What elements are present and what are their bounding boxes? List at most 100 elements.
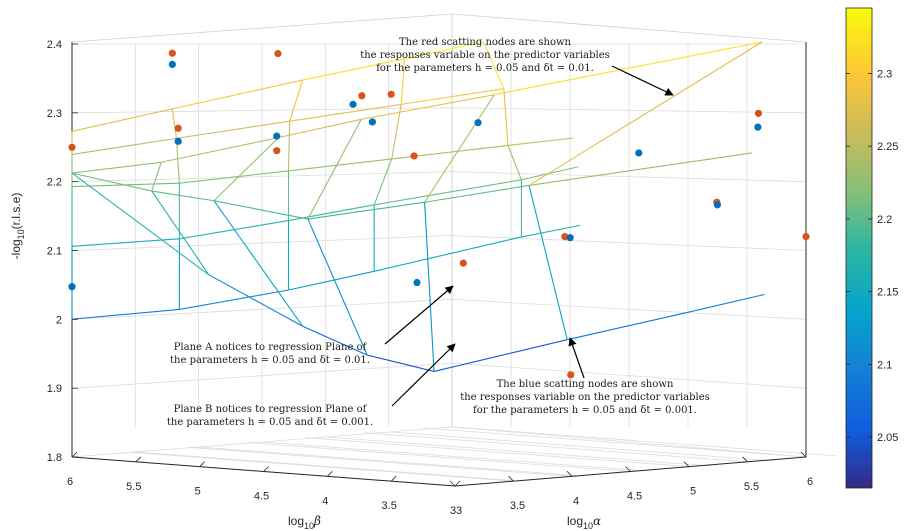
z-tick-label-0: 2.4 xyxy=(47,39,62,51)
plane-a-row-3-seg-3 xyxy=(374,179,522,206)
red-point-13 xyxy=(802,232,810,241)
plane-b-row-1-seg-1 xyxy=(151,190,215,202)
beta-axis-ticks: 6 5.5 5 4.5 4 3.5 3 xyxy=(67,451,461,517)
blue-note-line-0: The blue scatting nodes are shown xyxy=(497,379,674,390)
beta-tick-label-3: 4.5 xyxy=(254,491,269,503)
floor-grid-b-6 xyxy=(422,427,807,458)
plane-a-note: Plane A notices to regression Plane of th… xyxy=(170,285,454,366)
plane-b-note-line-1: the parameters h = 0.05 and δt = 0.001. xyxy=(167,417,373,428)
colorbar: 2.3 2.25 2.2 2.15 2.1 2.05 xyxy=(845,7,898,489)
red-point-3 xyxy=(274,49,282,58)
plane-b-col-4-seg-0 xyxy=(424,94,495,203)
red-note-arrow xyxy=(611,65,674,96)
red-point-6 xyxy=(387,90,395,98)
red-note: The red scatting nodes are shown the resp… xyxy=(360,37,674,96)
plane-b-note-line-0: Plane B notices to regression Plane of xyxy=(174,404,368,415)
red-note-line-2: for the parameters h = 0.05 and δt = 0.0… xyxy=(376,63,594,74)
z-axis-label: -log10(r.l.s.e) xyxy=(9,193,26,260)
floor-grid-a-3 xyxy=(263,441,647,472)
plane-a-col-4-seg-1 xyxy=(503,88,509,146)
plane-b-row-0-seg-0 xyxy=(71,161,162,174)
plane-b-row-0-seg-2 xyxy=(278,118,362,139)
blue-point-10 xyxy=(713,201,722,209)
beta-tick-label-6: 3 xyxy=(450,505,456,517)
plane-a-row-0-seg-1 xyxy=(172,79,303,110)
plane-b-row-2-seg-6 xyxy=(685,293,765,314)
plane-b-row-2-seg-4 xyxy=(433,339,568,372)
blue-point-11 xyxy=(754,123,762,131)
plane-a-row-2-seg-3 xyxy=(391,144,509,160)
plane-b-row-1-seg-5 xyxy=(528,152,753,186)
plane-b-row-2-seg-0 xyxy=(71,172,210,276)
plane-a xyxy=(71,41,581,320)
colorbar-tick-label-4: 2.1 xyxy=(877,359,892,371)
plane-a-row-4-seg-0 xyxy=(71,308,180,320)
colorbar-tick-label-3: 2.15 xyxy=(877,287,898,299)
plane-a-row-0-seg-2 xyxy=(302,58,405,81)
plane-b-row-1-seg-4 xyxy=(424,184,530,203)
alpha-tick-label-2: 4 xyxy=(573,495,579,507)
alpha-axis-ticks: 3 3.5 4 4.5 5 5.5 6 xyxy=(449,451,813,517)
plane-a-row-1-seg-3 xyxy=(401,88,504,105)
plane-a-row-4-seg-4 xyxy=(521,224,581,238)
red-note-line-1: the responses variable on the predictor … xyxy=(360,50,610,61)
plane-a-col-3-seg-1 xyxy=(391,104,402,159)
floor-grid-b-4 xyxy=(305,437,690,468)
blue-note-line-2: for the parameters h = 0.05 and δt = 0.0… xyxy=(473,405,697,416)
alpha-tick-mark-5 xyxy=(742,456,748,463)
z-tick-label-5: 1.9 xyxy=(47,383,62,395)
z-tick-label-4: 2 xyxy=(56,314,62,326)
alpha-tick-label-5: 5.5 xyxy=(744,481,759,493)
colorbar-tick-label-5: 2.05 xyxy=(877,432,898,444)
plane-b-row-2-seg-3 xyxy=(366,354,435,372)
beta-tick-mark-2 xyxy=(199,461,205,467)
blue-point-3 xyxy=(273,132,281,140)
colorbar-tick-label-0: 2.3 xyxy=(877,68,892,80)
plane-a-row-0-seg-3 xyxy=(404,41,484,60)
plane-a-row-4-seg-3 xyxy=(374,236,522,272)
plane-b-col-5-seg-1 xyxy=(528,185,568,340)
plane-a-row-4-seg-1 xyxy=(179,289,289,310)
z-tick-label-1: 2.3 xyxy=(47,108,62,120)
plane-a-col-2-seg-1 xyxy=(287,121,291,171)
plane-a-note-line-1: the parameters h = 0.05 and δt = 0.01. xyxy=(170,355,370,366)
plane-a-col-4-seg-0 xyxy=(482,41,505,89)
plane-a-col-4-seg-2 xyxy=(507,145,522,181)
plane-a-col-1-seg-0 xyxy=(171,108,177,139)
floor-grid-b-2 xyxy=(188,446,573,477)
axes-edge-top-right xyxy=(451,13,807,43)
alpha-tick-label-0: 3 xyxy=(456,505,462,517)
plane-a-row-1-seg-1 xyxy=(176,120,290,139)
plane-a-row-3-seg-0 xyxy=(71,238,180,247)
red-point-12 xyxy=(754,109,763,117)
beta-axis-label: log10β xyxy=(288,514,321,531)
blue-point-0 xyxy=(68,283,76,291)
alpha-tick-mark-2 xyxy=(566,471,573,477)
beta-tick-label-4: 4 xyxy=(322,495,328,507)
alpha-tick-label-6: 6 xyxy=(807,476,813,488)
red-point-1 xyxy=(168,49,176,57)
floor-grid-a-2 xyxy=(199,446,583,477)
plane-b-row-1-seg-3 xyxy=(307,201,425,220)
plane-b-row-0-seg-1 xyxy=(161,137,279,163)
back-grid-right-6 xyxy=(451,426,807,458)
plane-a-note-line-0: Plane A notices to regression Plane of xyxy=(174,342,368,353)
blue-note-line-1: the responses variable on the predictor … xyxy=(460,392,710,403)
beta-tick-mark-4 xyxy=(327,471,333,477)
blue-note-arrow xyxy=(568,337,585,379)
beta-tick-label-5: 3.5 xyxy=(382,500,397,512)
alpha-tick-label-4: 5 xyxy=(690,486,696,498)
red-point-5 xyxy=(358,92,366,100)
blue-point-2 xyxy=(174,137,182,145)
plane-b-row-2-seg-5 xyxy=(567,312,686,341)
blue-note: The blue scatting nodes are shown the res… xyxy=(460,337,710,416)
plane-a-col-2-seg-0 xyxy=(289,79,304,122)
beta-tick-mark-3 xyxy=(263,466,269,472)
red-point-8 xyxy=(459,259,467,267)
floor-grid-b-5 xyxy=(364,432,748,463)
beta-tick-label-2: 5 xyxy=(195,486,201,498)
plane-b-row-1-seg-2 xyxy=(213,200,308,220)
floor-grid-a-5 xyxy=(391,431,775,462)
z-tick-label-6: 1.8 xyxy=(47,452,62,464)
